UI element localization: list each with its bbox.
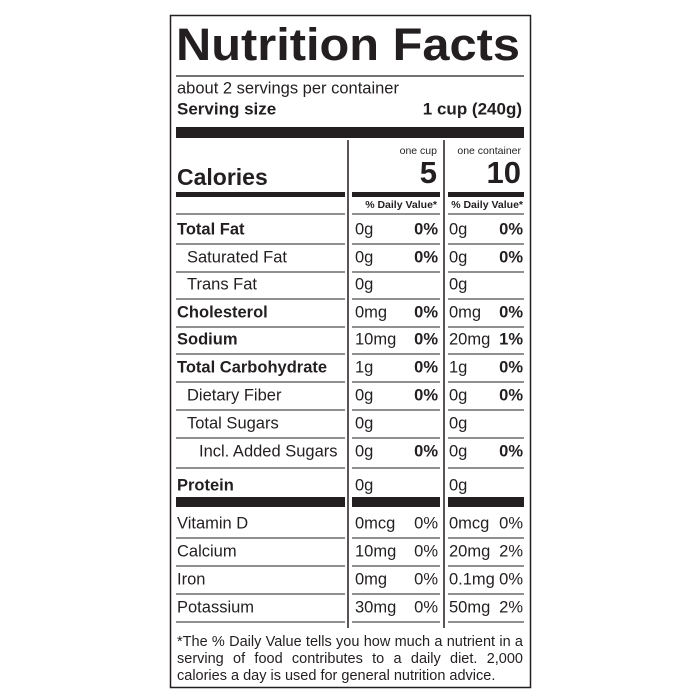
amount: 50mg [449,598,490,616]
bar [176,192,345,197]
amount: 20mg [449,542,490,560]
nutrient-name: Iron [177,570,205,588]
title: Nutrition Facts [176,19,520,70]
calories-value: 5 [420,155,437,190]
nutrient-name: Cholesterol [177,303,268,321]
amount: 0g [449,476,467,494]
daily-value: 0% [499,303,523,321]
amount: 0g [355,414,373,432]
calories-label: Calories [177,164,268,190]
daily-value: 0% [414,598,438,616]
nutrient-name: Protein [177,476,234,494]
calories-value: 10 [487,155,521,190]
thick-bar [448,497,524,507]
amount: 0g [355,248,373,266]
nutrient-name: Total Sugars [187,414,279,432]
nutrient-name: Incl. Added Sugars [199,442,338,460]
amount: 0g [355,476,373,494]
amount: 0g [449,275,467,293]
daily-value: 0% [499,358,523,376]
bar [352,192,440,197]
col-head: one cup [400,145,438,157]
daily-value: 0% [414,303,438,321]
daily-value: 0% [414,514,438,532]
footnote: *The % Daily Value tells you how much a … [177,634,523,684]
bar [448,192,524,197]
daily-value: 0% [414,570,438,588]
daily-value: 0% [499,386,523,404]
daily-value: 0% [499,248,523,266]
dv-head: % Daily Value* [365,199,438,211]
nutrient-name: Dietary Fiber [187,386,282,404]
daily-value: 0% [414,442,438,460]
daily-value: 0% [499,220,523,238]
amount: 20mg [449,330,490,348]
amount: 10mg [355,330,396,348]
amount: 0g [355,442,373,460]
amount: 1g [449,358,467,376]
daily-value: 0% [499,514,523,532]
daily-value: 2% [499,542,523,560]
daily-value: 0% [414,248,438,266]
nutrient-name: Total Carbohydrate [177,358,327,376]
amount: 0mg [449,303,481,321]
nutrient-name: Sodium [177,330,238,348]
amount: 0g [355,275,373,293]
col-head: one container [457,145,521,157]
thick-bar [176,497,345,507]
amount: 1g [355,358,373,376]
nutrient-name: Trans Fat [187,275,257,293]
amount: 0g [449,220,467,238]
amount: 0.1mg [449,570,495,588]
amount: 0g [355,220,373,238]
thick-bar [176,127,524,138]
amount: 0mcg [355,514,395,532]
amount: 0g [449,248,467,266]
nutrient-name: Saturated Fat [187,248,287,266]
nutrient-name: Vitamin D [177,514,248,532]
daily-value: 0% [414,330,438,348]
amount: 30mg [355,598,396,616]
nutrient-name: Potassium [177,598,254,616]
servings: about 2 servings per container [177,79,399,97]
daily-value: 0% [414,386,438,404]
amount: 0g [355,386,373,404]
amount: 0mg [355,303,387,321]
serving-size-label: Serving size [177,99,276,118]
amount: 0mg [355,570,387,588]
thick-bar [352,497,440,507]
daily-value: 2% [499,598,523,616]
serving-size-value: 1 cup (240g) [423,99,522,118]
amount: 10mg [355,542,396,560]
daily-value: 0% [414,358,438,376]
daily-value: 0% [414,542,438,560]
daily-value: 1% [499,330,523,348]
dv-head: % Daily Value* [451,199,524,211]
amount: 0g [449,386,467,404]
daily-value: 0% [414,220,438,238]
amount: 0g [449,442,467,460]
daily-value: 0% [499,442,523,460]
nutrient-name: Calcium [177,542,237,560]
amount: 0g [449,414,467,432]
amount: 0mcg [449,514,489,532]
nutrient-name: Total Fat [177,220,245,238]
daily-value: 0% [499,570,523,588]
